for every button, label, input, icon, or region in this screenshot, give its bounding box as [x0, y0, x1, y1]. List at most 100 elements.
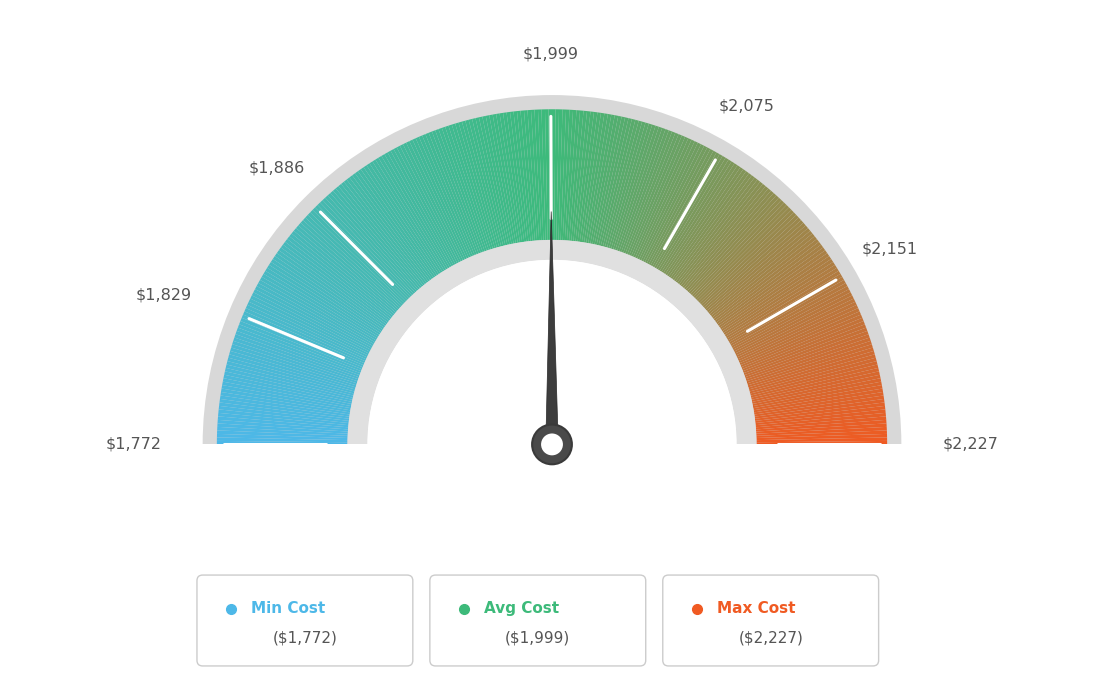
Wedge shape — [749, 351, 874, 389]
Wedge shape — [258, 280, 374, 346]
Text: $1,999: $1,999 — [522, 46, 578, 61]
Wedge shape — [715, 241, 821, 322]
Wedge shape — [666, 165, 741, 275]
Wedge shape — [326, 195, 415, 294]
Wedge shape — [277, 250, 385, 328]
Wedge shape — [347, 177, 428, 283]
Wedge shape — [372, 159, 444, 272]
Wedge shape — [598, 118, 631, 246]
Wedge shape — [300, 220, 400, 309]
Wedge shape — [660, 159, 732, 272]
Wedge shape — [756, 424, 887, 434]
Wedge shape — [425, 132, 477, 255]
Wedge shape — [246, 305, 367, 362]
Bar — [189, 444, 915, 572]
Wedge shape — [217, 416, 348, 429]
Wedge shape — [229, 354, 355, 391]
Wedge shape — [352, 173, 432, 280]
Wedge shape — [751, 368, 879, 400]
Wedge shape — [686, 190, 774, 291]
Wedge shape — [510, 112, 529, 241]
Wedge shape — [744, 328, 868, 375]
Wedge shape — [416, 137, 470, 257]
Wedge shape — [375, 158, 446, 270]
Wedge shape — [222, 382, 351, 408]
Wedge shape — [639, 141, 698, 260]
Wedge shape — [629, 134, 682, 256]
Wedge shape — [554, 109, 559, 240]
Wedge shape — [744, 331, 869, 377]
Wedge shape — [445, 126, 489, 250]
Wedge shape — [736, 299, 856, 357]
Wedge shape — [217, 424, 348, 434]
Wedge shape — [236, 328, 360, 375]
Wedge shape — [461, 121, 499, 248]
Wedge shape — [489, 115, 516, 244]
Wedge shape — [707, 226, 808, 313]
Wedge shape — [705, 223, 806, 310]
Wedge shape — [243, 311, 364, 365]
Wedge shape — [573, 111, 591, 241]
Text: ($1,772): ($1,772) — [273, 631, 338, 646]
Wedge shape — [322, 198, 414, 295]
Wedge shape — [617, 127, 662, 251]
Wedge shape — [465, 120, 501, 247]
Wedge shape — [697, 208, 792, 302]
Wedge shape — [708, 228, 810, 314]
Wedge shape — [670, 171, 749, 279]
Circle shape — [532, 424, 572, 464]
Wedge shape — [230, 348, 357, 387]
Wedge shape — [422, 134, 475, 256]
Wedge shape — [571, 110, 587, 241]
Wedge shape — [216, 434, 348, 440]
Wedge shape — [428, 132, 479, 255]
Wedge shape — [341, 181, 425, 286]
Wedge shape — [252, 293, 370, 353]
Wedge shape — [269, 262, 381, 335]
Text: $1,829: $1,829 — [135, 287, 191, 302]
Circle shape — [541, 433, 563, 455]
Wedge shape — [333, 188, 420, 290]
Wedge shape — [237, 324, 361, 373]
Wedge shape — [500, 113, 522, 242]
Wedge shape — [279, 248, 386, 326]
Wedge shape — [261, 277, 375, 344]
Wedge shape — [264, 270, 378, 340]
Wedge shape — [219, 409, 349, 425]
Wedge shape — [244, 308, 365, 363]
Wedge shape — [545, 109, 550, 240]
Wedge shape — [240, 321, 362, 371]
Wedge shape — [225, 368, 353, 400]
Wedge shape — [634, 137, 688, 257]
Wedge shape — [217, 420, 348, 431]
Wedge shape — [448, 125, 491, 250]
Wedge shape — [534, 110, 543, 240]
Wedge shape — [625, 132, 676, 255]
Wedge shape — [588, 115, 615, 244]
Text: $2,151: $2,151 — [862, 241, 919, 256]
Wedge shape — [679, 181, 763, 286]
Wedge shape — [734, 293, 852, 353]
Wedge shape — [235, 331, 360, 377]
Wedge shape — [310, 210, 406, 303]
Wedge shape — [669, 169, 746, 277]
Wedge shape — [219, 402, 349, 421]
Wedge shape — [232, 341, 358, 383]
Wedge shape — [368, 260, 736, 444]
Wedge shape — [226, 361, 354, 395]
Wedge shape — [641, 143, 701, 262]
Wedge shape — [283, 241, 389, 322]
FancyBboxPatch shape — [429, 575, 646, 666]
Wedge shape — [584, 113, 608, 243]
Wedge shape — [262, 274, 376, 342]
Wedge shape — [721, 256, 831, 331]
Wedge shape — [693, 202, 786, 298]
Wedge shape — [251, 295, 369, 355]
Wedge shape — [753, 385, 882, 411]
Wedge shape — [722, 259, 834, 333]
Wedge shape — [225, 364, 353, 397]
Wedge shape — [661, 161, 734, 273]
Wedge shape — [755, 402, 885, 421]
Wedge shape — [698, 210, 794, 303]
Wedge shape — [737, 305, 858, 362]
